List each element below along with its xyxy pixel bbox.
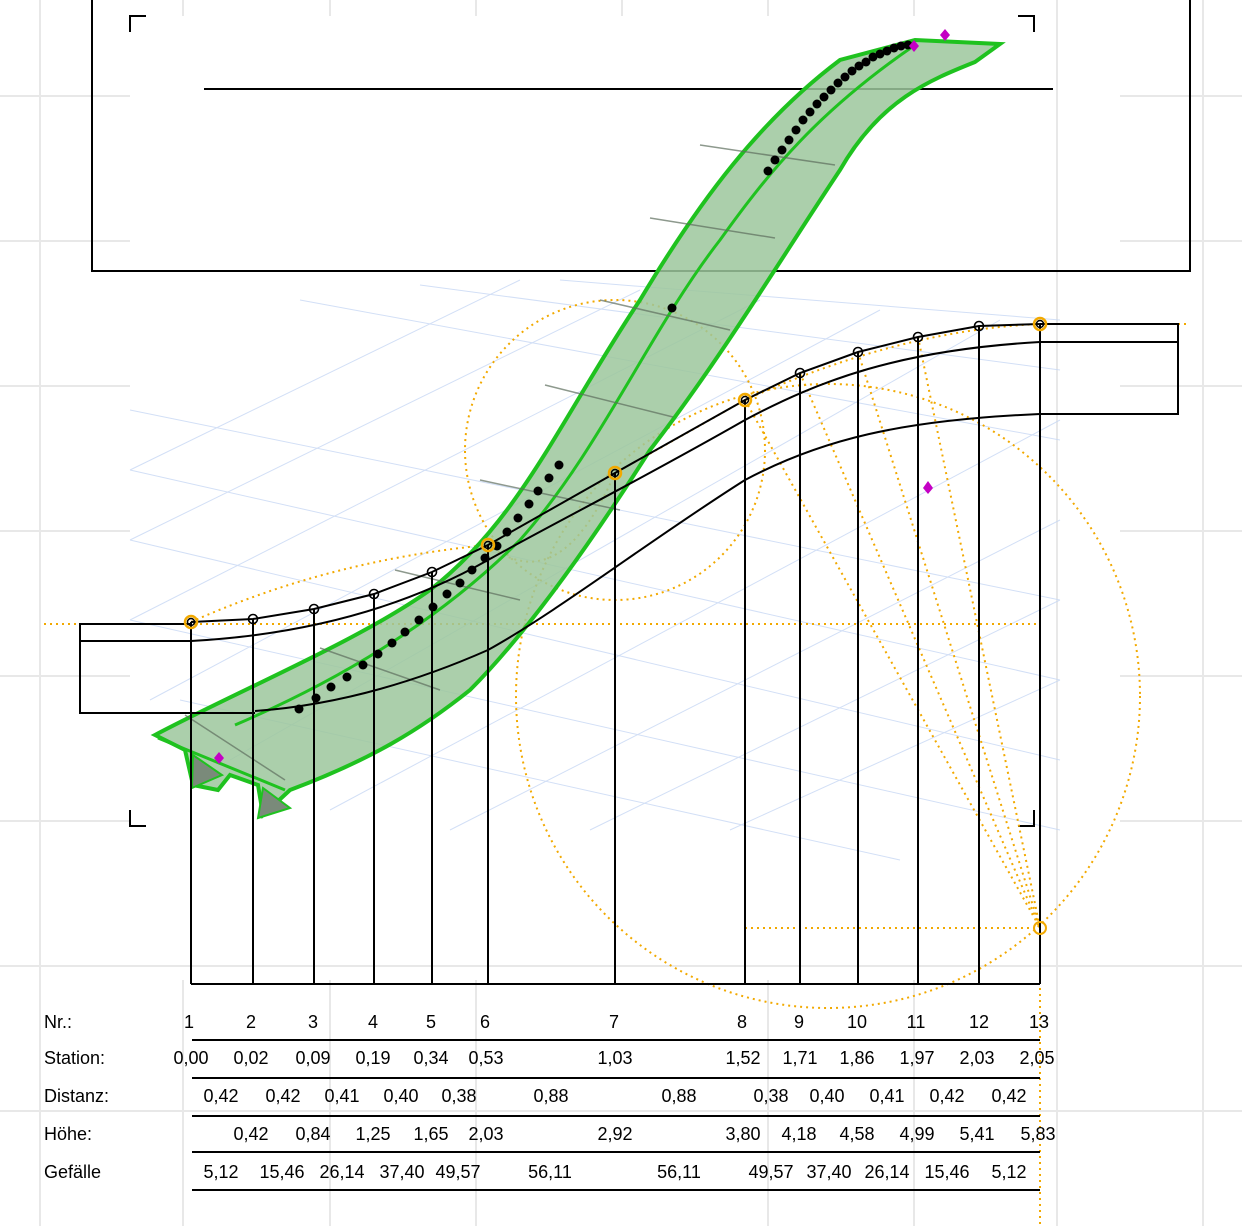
cell-hoehe: 4,18 xyxy=(781,1124,817,1144)
row-label-nr: Nr.: xyxy=(44,1012,73,1032)
cell-gefaelle: 15,46 xyxy=(924,1162,970,1182)
cell-station: 0,00 xyxy=(173,1048,209,1068)
cell-hoehe: 4,99 xyxy=(899,1124,935,1144)
cell-gefaelle: 26,14 xyxy=(319,1162,365,1182)
cell-gefaelle: 49,57 xyxy=(748,1162,794,1182)
cell-gefaelle: 56,11 xyxy=(528,1162,572,1182)
cell-hoehe: 0,42 xyxy=(233,1124,269,1144)
cell-gefaelle: 26,14 xyxy=(864,1162,910,1182)
ramp-centerline xyxy=(234,43,916,727)
cell-nr: 3 xyxy=(307,1012,319,1032)
viewport-corner-brackets xyxy=(129,15,1035,827)
cell-station: 1,03 xyxy=(597,1048,633,1068)
cell-gefaelle: 15,46 xyxy=(259,1162,305,1182)
cell-hoehe: 5,41 xyxy=(959,1124,995,1144)
cell-distanz: 0,42 xyxy=(929,1086,965,1106)
cell-nr: 11 xyxy=(906,1012,926,1032)
cell-nr: 12 xyxy=(968,1012,990,1032)
marker-diamond-icon[interactable] xyxy=(909,40,919,52)
cell-nr: 8 xyxy=(736,1012,748,1032)
marker-diamond-icon[interactable] xyxy=(214,752,224,764)
cell-station: 0,34 xyxy=(413,1048,449,1068)
table-divider xyxy=(192,1039,1040,1041)
cell-gefaelle: 5,12 xyxy=(203,1162,239,1182)
cell-distanz: 0,42 xyxy=(991,1086,1027,1106)
cell-hoehe: 2,03 xyxy=(468,1124,504,1144)
cell-station: 1,97 xyxy=(899,1048,935,1068)
cell-station: 0,09 xyxy=(295,1048,331,1068)
cell-hoehe: 4,58 xyxy=(839,1124,875,1144)
cell-distanz: 0,38 xyxy=(753,1086,789,1106)
cell-gefaelle: 37,40 xyxy=(806,1162,852,1182)
cell-station: 1,52 xyxy=(725,1048,761,1068)
cell-hoehe: 1,25 xyxy=(355,1124,391,1144)
cell-distanz: 0,40 xyxy=(809,1086,845,1106)
elevation-view-frame xyxy=(91,0,1191,272)
table-divider xyxy=(192,1115,1040,1117)
cell-distanz: 0,40 xyxy=(383,1086,419,1106)
table-divider xyxy=(192,1077,1040,1079)
table-divider xyxy=(192,1189,1040,1191)
cell-gefaelle: 5,12 xyxy=(991,1162,1027,1182)
cell-hoehe: 0,84 xyxy=(295,1124,331,1144)
cell-distanz: 0,88 xyxy=(661,1086,697,1106)
cell-nr: 5 xyxy=(425,1012,437,1032)
cell-station: 1,86 xyxy=(839,1048,875,1068)
cell-station: 0,02 xyxy=(233,1048,269,1068)
cell-station: 0,19 xyxy=(355,1048,391,1068)
cell-distanz: 0,41 xyxy=(869,1086,905,1106)
cell-nr: 1 xyxy=(183,1012,195,1032)
cell-nr: 13 xyxy=(1028,1012,1050,1032)
cell-distanz: 0,88 xyxy=(533,1086,569,1106)
cell-nr: 7 xyxy=(608,1012,620,1032)
cell-station: 2,05 xyxy=(1019,1048,1055,1068)
cell-hoehe: 5,83 xyxy=(1020,1124,1056,1144)
cell-hoehe: 2,92 xyxy=(597,1124,633,1144)
cell-gefaelle: 56,11 xyxy=(657,1162,701,1182)
row-label-gefaelle: Gefälle xyxy=(44,1162,102,1182)
cell-gefaelle: 49,57 xyxy=(435,1162,481,1182)
cell-distanz: 0,42 xyxy=(265,1086,301,1106)
cell-hoehe: 3,80 xyxy=(725,1124,761,1144)
cell-distanz: 0,38 xyxy=(441,1086,477,1106)
marker-diamond-icon[interactable] xyxy=(940,29,950,41)
cell-hoehe: 1,65 xyxy=(413,1124,449,1144)
ramp-surface[interactable] xyxy=(150,37,1006,819)
cell-nr: 2 xyxy=(245,1012,257,1032)
row-label-station: Station: xyxy=(44,1048,106,1068)
profile-drawing xyxy=(79,323,1179,985)
ramp-3d-model[interactable] xyxy=(150,37,1006,820)
cell-distanz: 0,41 xyxy=(324,1086,360,1106)
row-label-hoehe: Höhe: xyxy=(44,1124,93,1144)
cell-nr: 9 xyxy=(793,1012,805,1032)
cell-nr: 6 xyxy=(479,1012,491,1032)
table-divider xyxy=(192,1151,1040,1153)
gumball-markers[interactable] xyxy=(214,29,950,764)
row-label-distanz: Distanz: xyxy=(44,1086,110,1106)
marker-diamond-icon[interactable] xyxy=(923,481,933,494)
cell-nr: 4 xyxy=(367,1012,379,1032)
cell-nr: 10 xyxy=(846,1012,868,1032)
profile-nodes[interactable] xyxy=(183,316,1048,935)
cell-station: 2,03 xyxy=(959,1048,995,1068)
cell-station: 0,53 xyxy=(468,1048,504,1068)
cell-distanz: 0,42 xyxy=(203,1086,239,1106)
cell-gefaelle: 37,40 xyxy=(379,1162,425,1182)
cell-station: 1,71 xyxy=(782,1048,818,1068)
